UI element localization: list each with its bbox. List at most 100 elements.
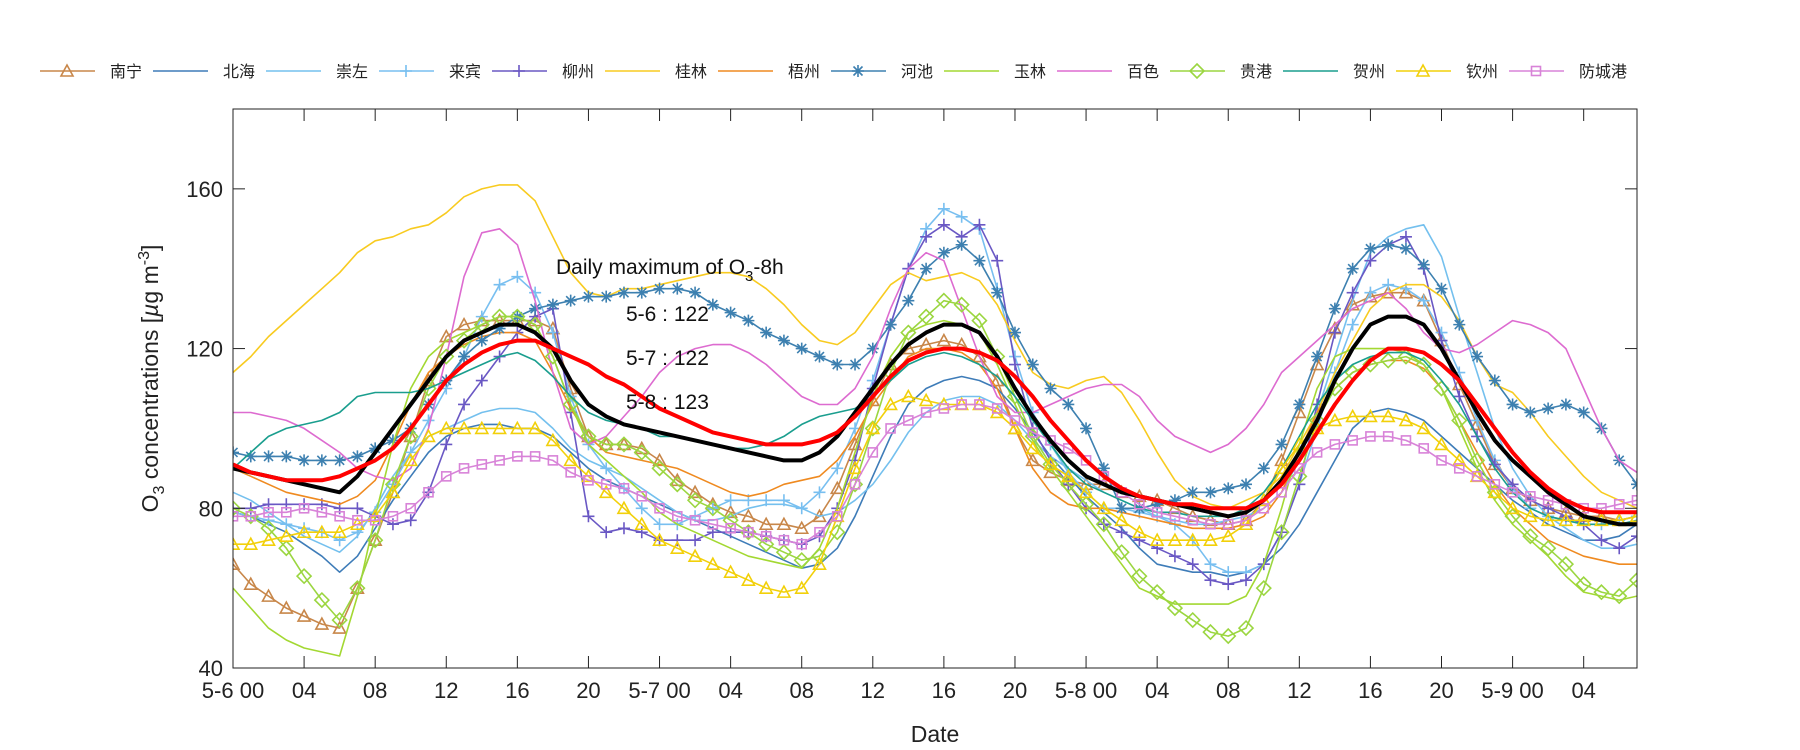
data-point [686, 492, 704, 509]
legend-item: 来宾 [379, 62, 481, 81]
x-tick-label: 04 [292, 678, 316, 703]
data-point [1151, 542, 1164, 555]
data-point [687, 548, 703, 563]
data-point [795, 342, 808, 355]
data-point [404, 514, 417, 527]
data-point [1222, 482, 1235, 495]
data-point [314, 524, 330, 539]
data-point [865, 420, 881, 435]
y-axis-title: O3 concentrations [µg m-3] [136, 245, 168, 513]
data-point [991, 403, 1003, 414]
x-tick-label: 5-8 00 [1055, 678, 1117, 703]
data-point [1506, 398, 1519, 411]
data-point [866, 342, 879, 355]
data-point [991, 286, 1004, 299]
data-point [1240, 478, 1253, 491]
legend-marker [513, 65, 525, 77]
data-point [671, 282, 684, 295]
data-point [456, 316, 472, 331]
data-point [1328, 326, 1341, 339]
data-point [920, 230, 933, 243]
data-point [563, 452, 579, 467]
data-point [1382, 238, 1395, 251]
data-point [1628, 572, 1637, 589]
data-point [884, 318, 897, 331]
x-tick-label: 20 [1003, 678, 1027, 703]
x-tick-label: 12 [1287, 678, 1311, 703]
data-point [403, 428, 419, 443]
y-tick-label: 120 [186, 337, 223, 362]
data-point [512, 451, 523, 462]
data-point [1347, 435, 1358, 446]
legend-label: 南宁 [110, 62, 142, 81]
legend-label: 防城港 [1579, 62, 1627, 81]
legend-marker [1415, 63, 1431, 77]
data-point [582, 510, 595, 523]
data-point [636, 491, 648, 502]
data-point [722, 512, 739, 529]
data-point [332, 620, 347, 634]
data-point [616, 500, 632, 515]
data-point [369, 442, 382, 455]
data-point [332, 524, 347, 539]
data-point [1453, 390, 1466, 403]
data-point [1274, 460, 1289, 475]
data-point [1008, 326, 1021, 339]
data-point [1345, 296, 1360, 311]
series-贺州 [233, 351, 1637, 526]
data-point [245, 510, 257, 522]
data-point [351, 526, 364, 539]
data-point [1186, 486, 1199, 499]
data-point [1559, 398, 1572, 411]
data-point [1222, 566, 1235, 579]
data-point [1222, 578, 1235, 591]
data-point [1151, 506, 1163, 518]
data-point [1167, 532, 1183, 547]
data-point [813, 350, 826, 363]
x-tick-label: 20 [1429, 678, 1453, 703]
legend-label: 贺州 [1353, 62, 1385, 81]
data-point [723, 564, 738, 578]
data-point [651, 460, 668, 477]
data-point [1364, 254, 1377, 267]
data-point [529, 302, 542, 315]
data-point [1507, 487, 1518, 498]
data-point [814, 526, 825, 538]
data-point [725, 522, 736, 534]
x-tick-label: 08 [1216, 678, 1240, 703]
data-point [244, 450, 257, 463]
data-point [829, 480, 845, 495]
data-point [1166, 599, 1184, 617]
data-point [493, 278, 506, 291]
data-point [438, 420, 454, 435]
data-point [233, 536, 241, 551]
data-point [671, 534, 684, 547]
data-point [794, 580, 810, 594]
x-tick-label: 16 [505, 678, 529, 703]
data-point [580, 428, 597, 445]
data-point [760, 494, 773, 507]
data-point [423, 487, 434, 498]
data-point [1327, 412, 1343, 427]
data-point [758, 580, 774, 594]
data-point [1436, 455, 1447, 466]
data-point [315, 454, 328, 467]
data-point [900, 388, 916, 403]
data-point [600, 462, 613, 475]
legend-item: 防城港 [1509, 62, 1627, 81]
data-point [847, 460, 863, 475]
data-point [741, 508, 756, 523]
x-tick-label: 5-9 00 [1481, 678, 1543, 703]
data-point [758, 536, 775, 553]
data-point [1505, 500, 1520, 515]
data-point [295, 568, 313, 585]
data-point [1365, 431, 1376, 442]
data-point [1080, 455, 1092, 466]
data-point [704, 500, 721, 517]
legend-item: 钦州 [1396, 62, 1498, 81]
data-point [564, 294, 577, 307]
data-point [654, 502, 665, 514]
data-point [1185, 532, 1201, 547]
data-point [1098, 471, 1110, 482]
data-point [475, 334, 488, 347]
